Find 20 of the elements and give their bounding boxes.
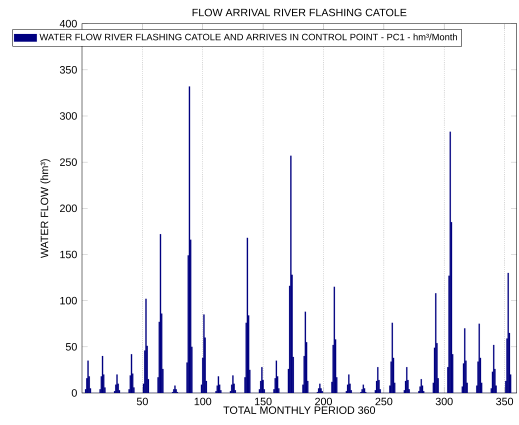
x-tick-label: 150 [255,398,272,406]
chart-title: FLOW ARRIVAL RIVER FLASHING CATOLE [192,8,406,16]
x-axis-title: TOTAL MONTHLY PERIOD 360 [223,406,376,414]
x-tick-label: 250 [375,398,392,406]
y-tick-label: 50 [66,343,77,351]
y-tick-label: 150 [60,250,77,258]
x-tick-label: 300 [436,398,453,406]
y-tick-label: 350 [60,66,77,74]
y-tick-label: 300 [60,112,77,120]
y-tick-label: 400 [60,20,77,28]
legend-label: WATER FLOW RIVER FLASHING CATOLE AND ARRIVES IN CONTROL POINT - PC1 - hm³/Month [40,33,458,40]
x-tick-label: 200 [315,398,332,406]
y-tick-label: 0 [72,389,77,397]
y-tick-label: 250 [60,158,77,166]
y-tick-label: 200 [60,204,77,212]
x-tick-label: 350 [496,398,514,406]
y-tick-label: 100 [60,296,77,304]
x-tick-label: 50 [136,398,148,406]
x-tick-label: 100 [194,398,212,406]
y-axis-title: WATER FLOW (hm³) [40,159,50,258]
